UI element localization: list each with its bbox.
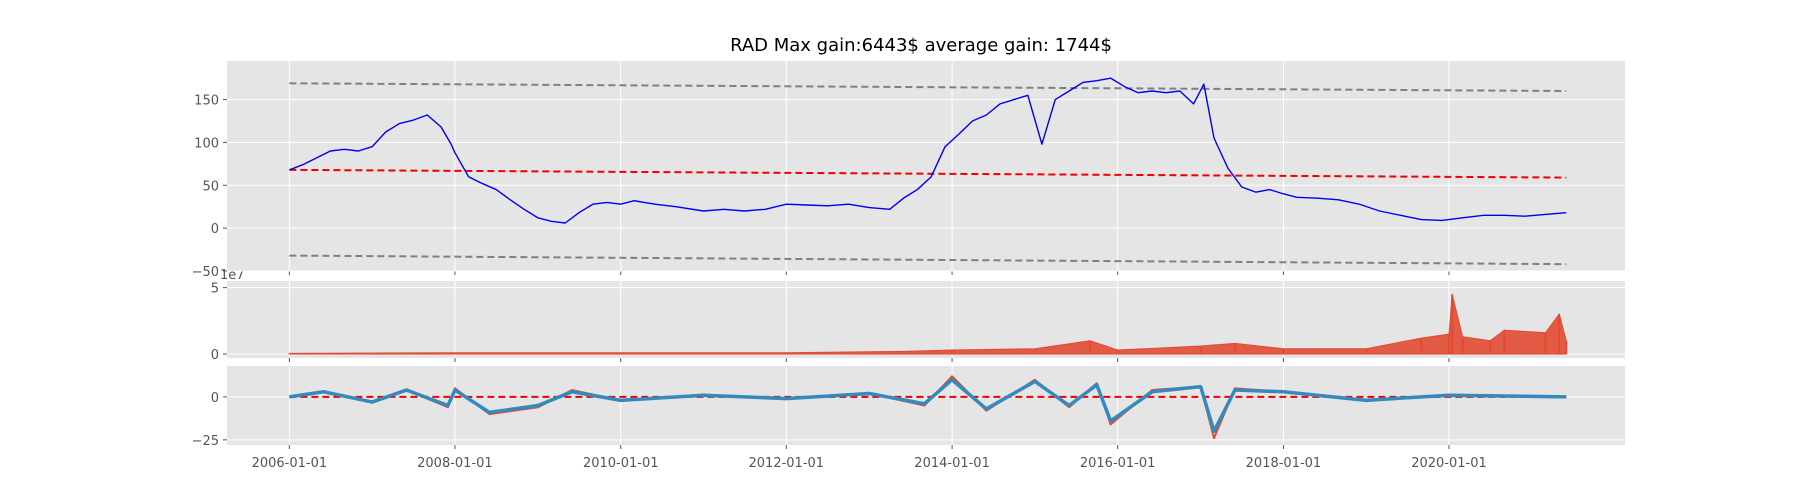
price-panel: −50 0 50 100 150 xyxy=(192,61,1625,280)
volume-offset-label: 1e7 xyxy=(220,268,245,283)
price-y-tick-label: −50 xyxy=(192,265,219,280)
price-y-tick-label: 100 xyxy=(194,136,219,151)
price-y-tick-label: 0 xyxy=(211,222,219,237)
x-tick-label: 2006-01-01 xyxy=(252,456,328,471)
x-tick-label: 2014-01-01 xyxy=(914,456,990,471)
oscillator-data xyxy=(289,375,1567,440)
chart-title: RAD Max gain:6443$ average gain: 1744$ xyxy=(730,35,1112,56)
price-data xyxy=(289,77,1567,266)
x-tick-label: 2020-01-01 xyxy=(1411,456,1487,471)
price-background xyxy=(227,61,1625,271)
x-tick-label: 2018-01-01 xyxy=(1246,456,1322,471)
oscillator-y-tick-label: 0 xyxy=(211,391,219,406)
volume-y-tick-label: 0 xyxy=(211,348,219,363)
oscillator-background xyxy=(227,366,1625,445)
oscillator-y-tick-label: −25 xyxy=(192,434,219,449)
price-series-line xyxy=(289,77,1567,224)
price-y-tick-label: 50 xyxy=(202,179,219,194)
price-trend-line xyxy=(289,254,1567,266)
x-tick-label: 2008-01-01 xyxy=(417,456,493,471)
volume-data xyxy=(288,294,1568,355)
price-trend-line xyxy=(289,168,1567,179)
volume-y-tick-label: 5 xyxy=(211,282,219,297)
oscillator-panel: −25 0 xyxy=(192,366,1625,449)
x-tick-label: 2012-01-01 xyxy=(749,456,825,471)
price-y-tick-label: 150 xyxy=(194,94,219,109)
oscillator-series-line xyxy=(289,377,1567,434)
price-trend-line xyxy=(289,82,1567,92)
x-tick-label: 2016-01-01 xyxy=(1080,456,1156,471)
x-tick-label: 2010-01-01 xyxy=(583,456,659,471)
volume-panel: 05 xyxy=(211,281,1625,363)
